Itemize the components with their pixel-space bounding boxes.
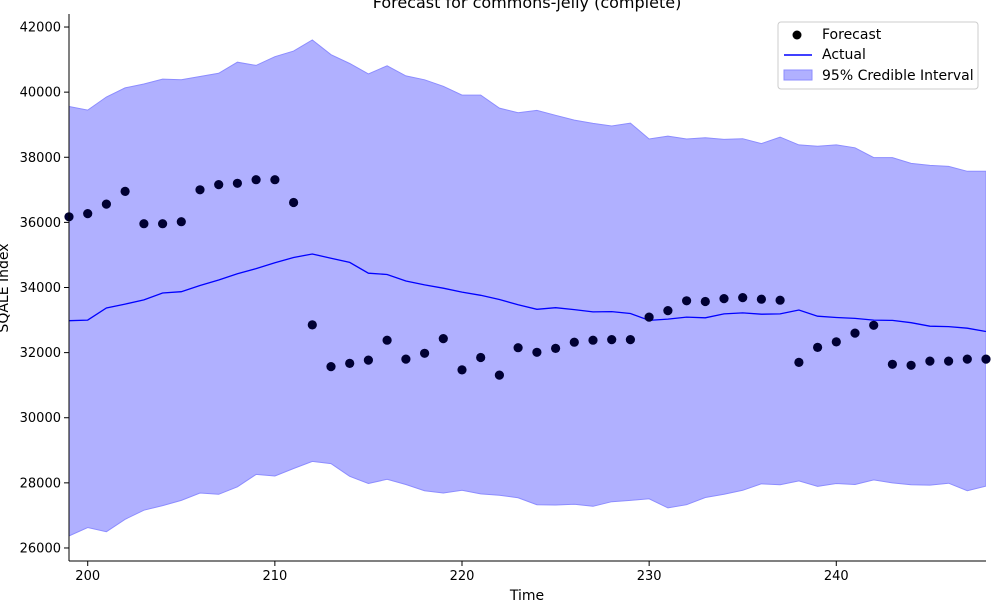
forecast-point [981, 354, 991, 364]
forecast-point [551, 343, 561, 353]
forecast-point [139, 219, 149, 229]
forecast-point [494, 370, 504, 380]
x-tick-label: 210 [262, 569, 287, 584]
legend-interval-swatch [783, 69, 813, 81]
forecast-point [158, 219, 168, 229]
credible-interval-layer [69, 39, 986, 537]
forecast-point [289, 197, 299, 208]
legend-interval-label: 95% Credible Interval [822, 68, 974, 84]
forecast-point [663, 306, 673, 316]
forecast-point [307, 320, 317, 330]
forecast-point [326, 362, 336, 372]
credible-interval-band [69, 39, 986, 537]
y-tick-label: 30000 [20, 411, 61, 426]
legend-frame [777, 21, 979, 90]
forecast-point [756, 294, 767, 304]
forecast-point [532, 347, 542, 357]
forecast-point [719, 294, 729, 304]
forecast-point [363, 355, 373, 365]
forecast-point [850, 328, 860, 338]
forecast-point [569, 337, 579, 347]
y-tick-label: 26000 [20, 541, 61, 556]
x-tick-label: 230 [637, 569, 662, 584]
forecast-point [513, 343, 523, 353]
legend-forecast-label: Forecast [822, 27, 882, 43]
forecast-point [682, 296, 692, 306]
forecast-point [887, 359, 898, 369]
forecast-point [625, 335, 636, 345]
x-tick-label: 240 [824, 569, 849, 584]
forecast-point [794, 357, 804, 367]
forecast-point [270, 175, 280, 185]
actual-line [69, 253, 986, 333]
y-axis-label: SQALE Index [0, 243, 12, 332]
x-tick-label: 200 [75, 569, 100, 584]
y-tick-label: 42000 [20, 21, 61, 36]
forecast-point [83, 209, 93, 219]
forecast-point [457, 365, 467, 375]
forecast-point [775, 295, 785, 305]
forecast-point [176, 217, 186, 227]
y-tick-label: 34000 [20, 281, 61, 296]
forecast-points-layer [64, 175, 991, 380]
y-tick-label: 40000 [20, 86, 61, 101]
forecast-point [738, 293, 748, 303]
forecast-point [906, 360, 916, 370]
y-tick-label: 32000 [20, 346, 61, 361]
forecast-point [232, 178, 242, 188]
forecast-point [120, 186, 130, 196]
forecast-point [476, 352, 486, 363]
y-tick-label: 38000 [20, 151, 61, 166]
forecast-point [195, 185, 205, 195]
forecast-point [101, 199, 111, 209]
chart-title: Forecast for commons-jelly (complete) [373, 0, 682, 12]
forecast-point [607, 335, 617, 345]
actual-line-layer [69, 253, 986, 333]
forecast-point [438, 334, 448, 344]
axes: 200 210 220 230 240 26000 28000 30000 32000 34000… [20, 14, 986, 584]
forecast-point [925, 356, 935, 366]
forecast-point [869, 320, 879, 330]
legend: Forecast Actual 95% Credible Interval [777, 21, 979, 90]
forecast-point [644, 312, 654, 322]
x-axis-label: Time [509, 588, 544, 600]
forecast-point [345, 358, 355, 368]
forecast-point [251, 175, 261, 185]
forecast-point [420, 348, 430, 358]
forecast-point [944, 356, 954, 366]
forecast-point [831, 337, 841, 347]
forecast-point [588, 335, 598, 345]
forecast-point [401, 354, 411, 364]
y-tick-label: 36000 [20, 216, 61, 231]
legend-actual-label: Actual [822, 47, 866, 63]
y-tick-label: 28000 [20, 476, 61, 491]
forecast-point [214, 180, 224, 190]
forecast-point [382, 335, 392, 345]
forecast-point [813, 342, 823, 352]
legend-forecast-marker [792, 30, 802, 40]
x-tick-label: 220 [450, 569, 475, 584]
forecast-point [962, 354, 972, 364]
forecast-point [700, 296, 710, 307]
